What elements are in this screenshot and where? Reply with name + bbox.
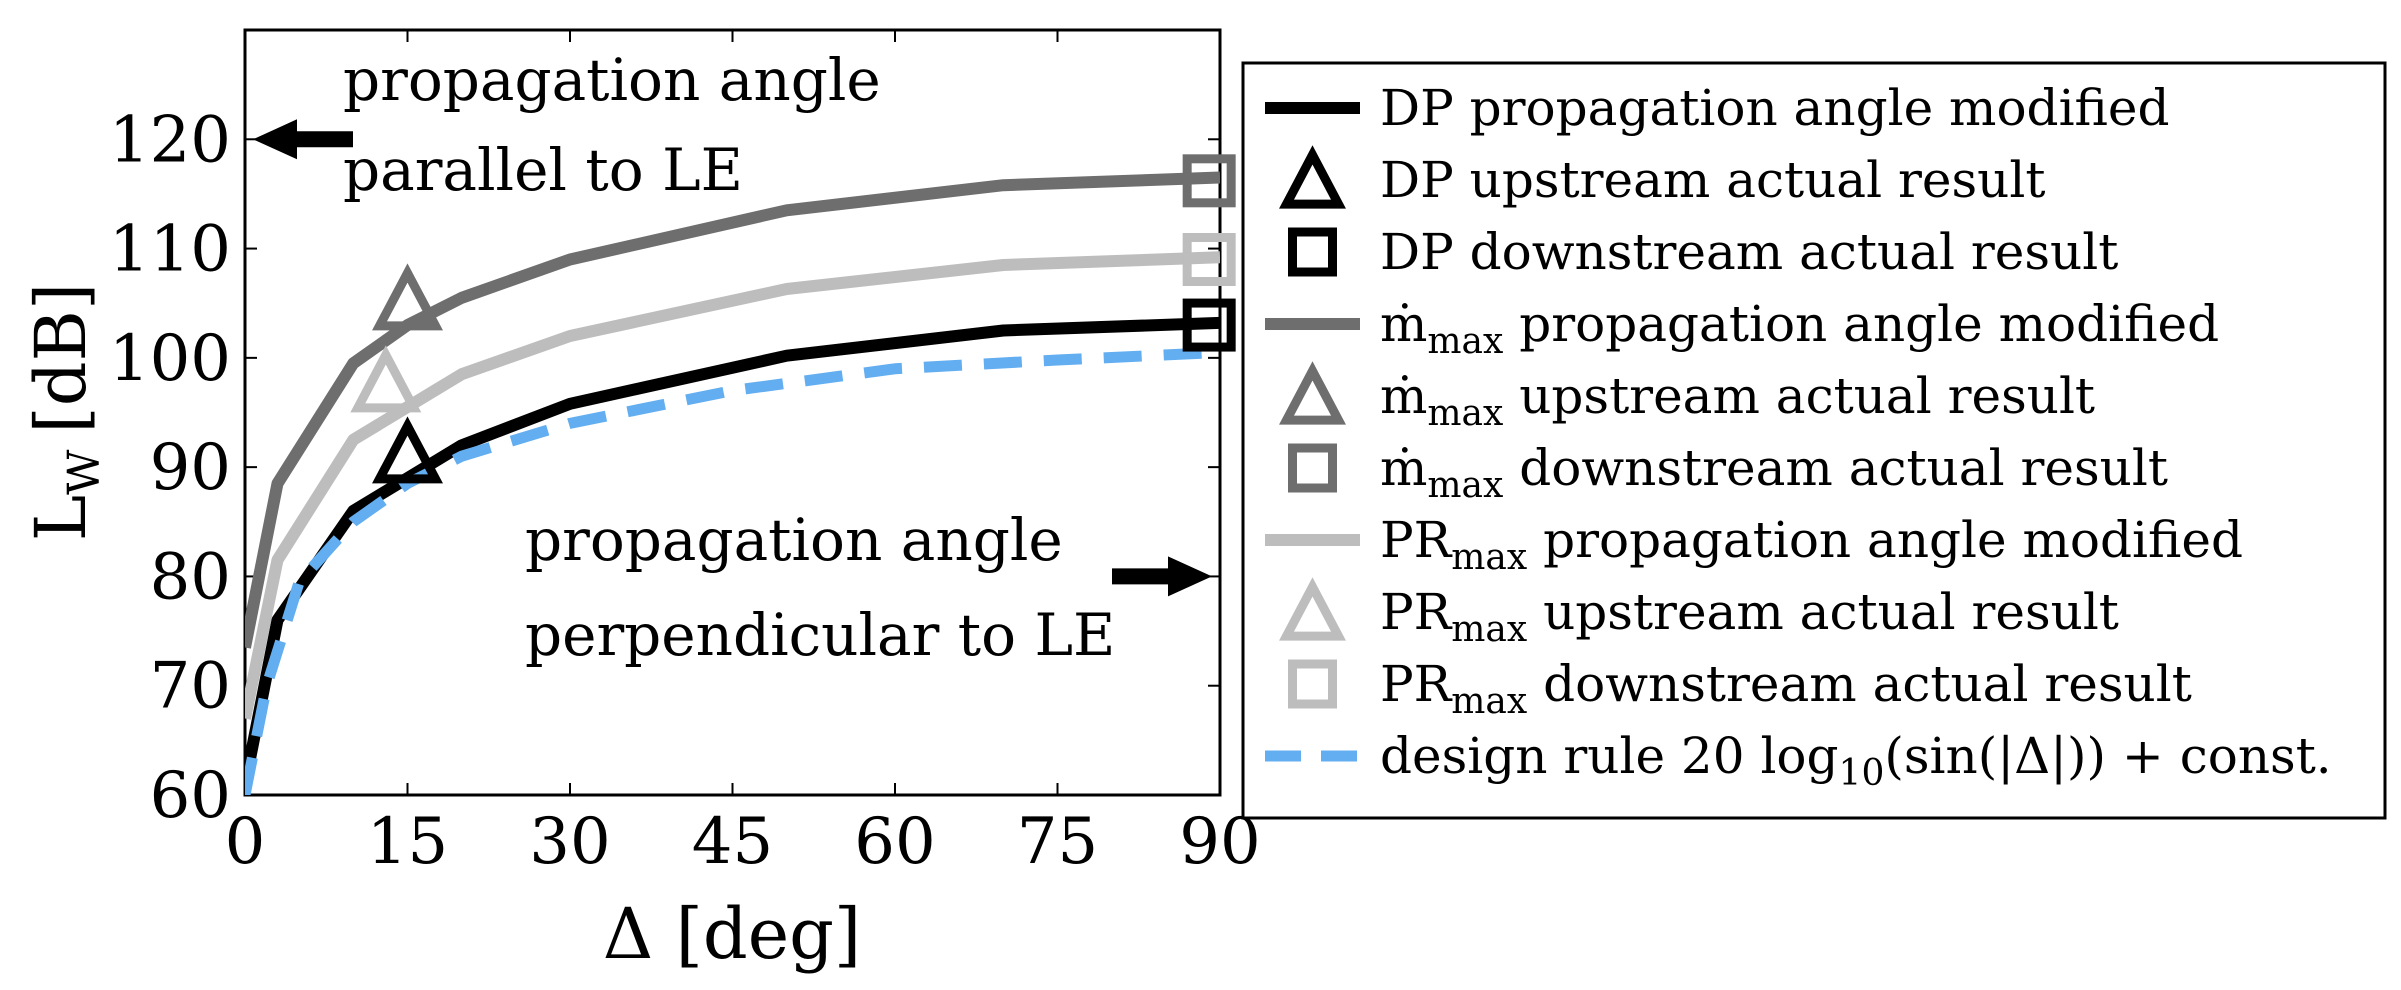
legend-entry: PRmax upstream actual result bbox=[1279, 577, 2119, 650]
legend-triangle-swatch bbox=[1279, 145, 1346, 209]
annotation-perpendicular-line1: propagation angle bbox=[525, 506, 1063, 574]
y-axis-label: LW [dB] bbox=[20, 283, 110, 542]
legend-label-prefix: ṁ bbox=[1380, 295, 1427, 353]
legend-label-prefix: PR bbox=[1380, 511, 1453, 569]
legend-label-text: upstream actual result bbox=[1503, 367, 2095, 425]
x-tick-label: 45 bbox=[692, 805, 773, 879]
y-axis: 60 70 80 90 100 110 120 bbox=[109, 103, 1220, 833]
y-tick-label: 90 bbox=[150, 431, 231, 505]
legend-label-sub: max bbox=[1451, 537, 1527, 578]
legend-label-prefix: ṁ bbox=[1380, 439, 1427, 497]
legend-label-prefix: PR bbox=[1380, 583, 1453, 641]
series-design-rule bbox=[245, 346, 1220, 795]
legend-square-swatch bbox=[1288, 227, 1337, 277]
legend-entry: PRmax propagation angle modified bbox=[1265, 511, 2243, 578]
legend-square-swatch bbox=[1288, 443, 1337, 493]
y-tick-label: 100 bbox=[109, 322, 231, 396]
marker-mmax-upstream bbox=[372, 263, 443, 331]
y-axis-label-unit: [dB] bbox=[20, 283, 102, 434]
y-tick-label: 110 bbox=[109, 213, 231, 287]
legend-entry: ṁmax downstream actual result bbox=[1288, 439, 2168, 506]
legend-label: PRmax propagation angle modified bbox=[1380, 511, 2243, 578]
y-tick-label: 80 bbox=[150, 540, 231, 614]
legend-label-prefix: ṁ bbox=[1380, 367, 1427, 425]
legend-label-text: downstream actual result bbox=[1503, 439, 2168, 497]
series-mmax-modified bbox=[245, 171, 1220, 649]
legend-label-sub: max bbox=[1427, 465, 1503, 506]
legend-label-sub: 10 bbox=[1839, 753, 1885, 794]
legend-label-sub: max bbox=[1451, 681, 1527, 722]
x-tick-label: 75 bbox=[1017, 805, 1098, 879]
legend-label: DP upstream actual result bbox=[1380, 151, 2045, 209]
legend-entry: design rule 20 log10(sin(|Δ|)) + const. bbox=[1265, 727, 2332, 794]
y-tick-label: 120 bbox=[109, 103, 231, 177]
legend-label-text: propagation angle modified bbox=[1503, 295, 2219, 353]
series-layer bbox=[245, 171, 1220, 795]
annotation-perpendicular: propagation angle perpendicular to LE bbox=[525, 506, 1212, 669]
legend-label: ṁmax propagation angle modified bbox=[1380, 295, 2219, 362]
legend-label-sub: max bbox=[1427, 393, 1503, 434]
legend-entry: ṁmax propagation angle modified bbox=[1265, 295, 2219, 362]
marker-prmax-downstream bbox=[1182, 233, 1236, 286]
legend-entry: PRmax downstream actual result bbox=[1288, 655, 2192, 722]
legend-label: DP propagation angle modified bbox=[1380, 79, 2170, 137]
x-tick-label: 15 bbox=[367, 805, 448, 879]
legend-label: PRmax downstream actual result bbox=[1380, 655, 2192, 722]
legend-entry: ṁmax upstream actual result bbox=[1279, 361, 2095, 434]
legend-label-prefix: DP bbox=[1380, 151, 1454, 209]
legend-frame bbox=[1241, 61, 2387, 820]
legend-label-sub: max bbox=[1427, 321, 1503, 362]
y-axis-label-sub: W bbox=[59, 449, 110, 495]
arrow-left-icon bbox=[253, 119, 353, 160]
legend-label-text: downstream actual result bbox=[1454, 223, 2119, 281]
y-axis-label-main: L bbox=[20, 495, 102, 541]
x-tick-label: 60 bbox=[854, 805, 935, 879]
x-axis-label: Δ [deg] bbox=[603, 893, 861, 975]
marker-mmax-downstream bbox=[1182, 154, 1236, 208]
legend-label-text: upstream actual result bbox=[1527, 583, 2119, 641]
legend-entry: DP propagation angle modified bbox=[1265, 79, 2170, 137]
legend-label-prefix: design rule 20 log bbox=[1380, 727, 1839, 785]
x-tick-label: 30 bbox=[529, 805, 610, 879]
legend-label-prefix: DP bbox=[1380, 79, 1454, 137]
legend-triangle-swatch bbox=[1279, 361, 1346, 425]
legend-label: PRmax upstream actual result bbox=[1380, 583, 2119, 650]
legend-label: design rule 20 log10(sin(|Δ|)) + const. bbox=[1380, 727, 2332, 794]
series-prmax-modified bbox=[245, 251, 1220, 720]
annotation-parallel-line2: parallel to LE bbox=[343, 136, 743, 204]
x-tick-label: 0 bbox=[225, 805, 266, 879]
legend-label-sub: max bbox=[1451, 609, 1527, 650]
legend-square-swatch bbox=[1288, 659, 1337, 709]
annotation-perpendicular-line2: perpendicular to LE bbox=[525, 601, 1115, 669]
annotation-parallel-line1: propagation angle bbox=[343, 46, 881, 114]
legend-label: ṁmax upstream actual result bbox=[1380, 367, 2095, 434]
x-axis: 0 15 30 45 60 75 90 bbox=[225, 30, 1261, 879]
y-tick-label: 70 bbox=[150, 650, 231, 724]
y-tick-label: 60 bbox=[150, 759, 231, 833]
legend-entry: DP downstream actual result bbox=[1288, 223, 2118, 281]
legend-label-text: downstream actual result bbox=[1527, 655, 2192, 713]
annotation-parallel: propagation angle parallel to LE bbox=[253, 46, 881, 204]
legend-label-prefix: DP bbox=[1380, 223, 1454, 281]
legend-label-text: propagation angle modified bbox=[1454, 79, 2170, 137]
svg-text:LW[dB]: LW [dB] bbox=[20, 283, 110, 542]
series-dp-modified bbox=[245, 316, 1220, 786]
marker-dp-upstream bbox=[372, 416, 443, 484]
legend-label: ṁmax downstream actual result bbox=[1380, 439, 2168, 506]
legend-label-text: propagation angle modified bbox=[1527, 511, 2243, 569]
marker-dp-downstream bbox=[1182, 298, 1236, 352]
legend-triangle-swatch bbox=[1279, 577, 1346, 641]
marker-prmax-upstream bbox=[350, 345, 422, 413]
legend-label-text: (sin(|Δ|)) + const. bbox=[1884, 727, 2331, 785]
arrow-right-icon bbox=[1112, 556, 1212, 597]
marker-layer bbox=[350, 154, 1236, 484]
legend-label-prefix: PR bbox=[1380, 655, 1453, 713]
legend-label-text: upstream actual result bbox=[1454, 151, 2046, 209]
legend-label: DP downstream actual result bbox=[1380, 223, 2118, 281]
legend-entry: DP upstream actual result bbox=[1279, 145, 2045, 209]
